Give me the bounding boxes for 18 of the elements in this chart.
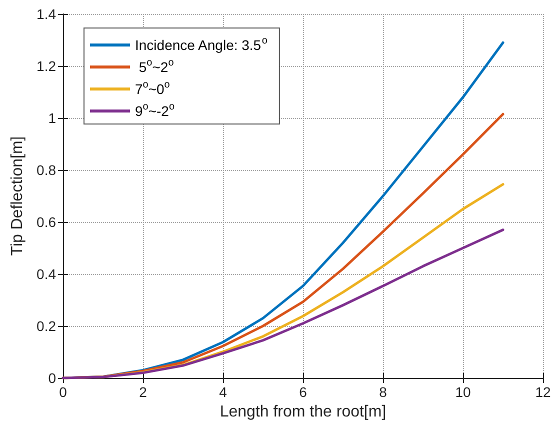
y-tick-label: 0.2 <box>36 318 56 334</box>
y-tick-label: 1.4 <box>36 6 56 22</box>
line-series <box>62 228 504 380</box>
y-tick-label: 0.4 <box>36 266 56 282</box>
x-tick-label: 8 <box>379 384 388 400</box>
y-tick-label: 1 <box>48 110 56 126</box>
x-tick-label: 0 <box>59 384 68 400</box>
y-tick-label: 0 <box>48 370 56 386</box>
y-tick-label: 0.8 <box>36 162 56 178</box>
x-tick-label: 10 <box>455 384 471 400</box>
x-tick-label: 12 <box>535 384 551 400</box>
x-tick-label: 6 <box>299 384 308 400</box>
x-tick-label: 2 <box>139 384 148 400</box>
y-tick-label: 1.2 <box>36 58 56 74</box>
x-tick-label: 4 <box>219 384 228 400</box>
y-tick-label: 0.6 <box>36 214 56 230</box>
x-axis-title: Length from the root[m] <box>220 404 386 420</box>
y-axis-title: Tip Deflection[m] <box>9 136 26 256</box>
